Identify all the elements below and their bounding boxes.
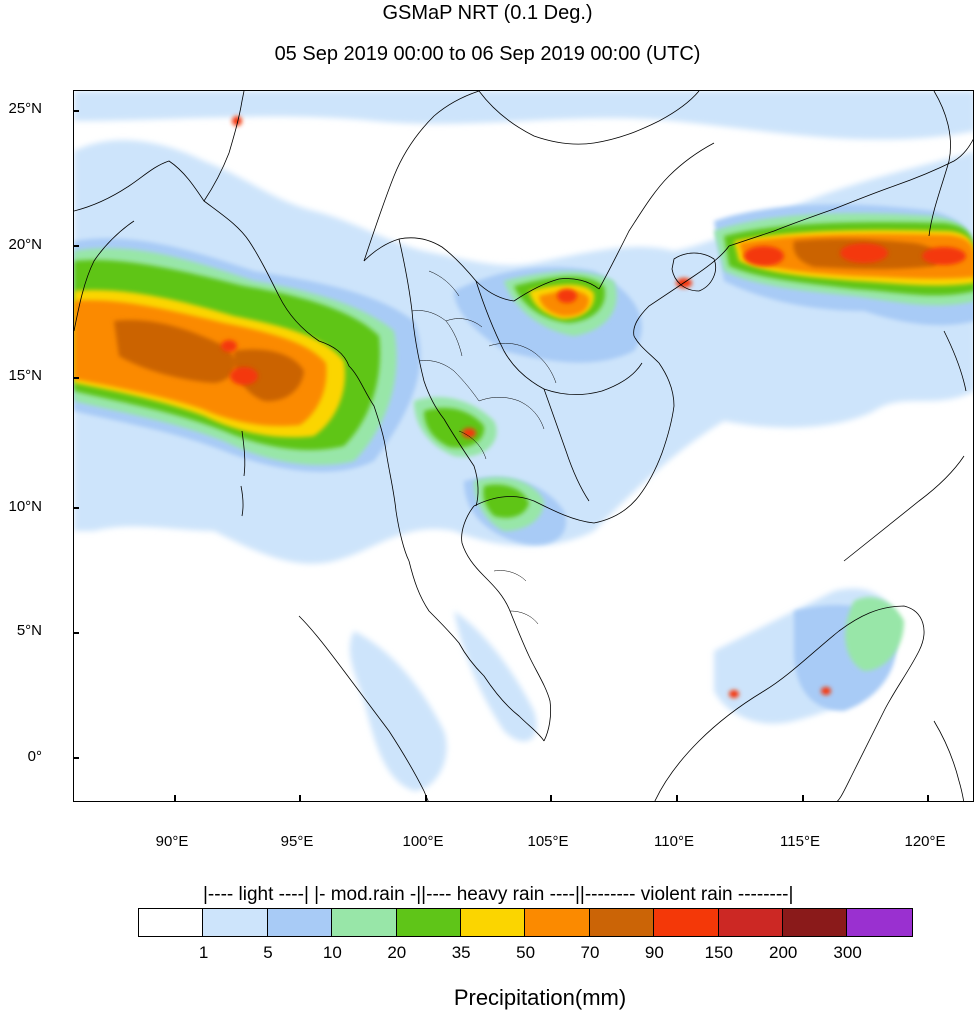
legend-bin-label: 200 [769, 943, 798, 962]
lon-tick-mark [676, 795, 678, 801]
legend-bin-label: 10 [322, 943, 342, 962]
legend-bin-label: 70 [580, 943, 600, 962]
map-title: GSMaP NRT (0.1 Deg.) [382, 2, 593, 24]
lon-tick-label: 110°E [654, 833, 694, 850]
legend-bin-label: 20 [387, 943, 407, 962]
legend-unit-label: Precipitation(mm) [453, 985, 627, 1010]
lat-tick-label: 15°N [8, 367, 42, 384]
lon-tick-mark [927, 795, 929, 801]
legend-bin-label: 50 [516, 943, 536, 962]
legend-color-box [525, 909, 590, 936]
legend-color-box [460, 909, 526, 936]
legend-bin-label: 5 [263, 943, 273, 962]
rain-90-150-layer [221, 116, 966, 698]
coastlines-borders [74, 91, 973, 801]
legend-bin-label: 35 [451, 943, 471, 962]
legend-color-box [654, 909, 719, 936]
precipitation-map [73, 90, 974, 802]
legend-color-box [267, 909, 333, 936]
lat-tick-mark [73, 632, 79, 634]
legend-bin-label: 90 [644, 943, 664, 962]
lon-tick-mark [425, 795, 427, 801]
lon-tick-label: 115°E [780, 833, 820, 850]
legend-bin-label: 300 [833, 943, 862, 962]
province-borders [411, 270, 557, 625]
legend-colorbar [138, 908, 913, 937]
legend-category-line: |---- light ----| |- mod.rain -||---- he… [203, 884, 794, 905]
lat-tick-label: 10°N [8, 498, 42, 515]
legend-color-box [396, 909, 461, 936]
lon-tick-mark [550, 795, 552, 801]
lat-tick-label: 20°N [8, 236, 42, 253]
legend-color-box [203, 909, 268, 936]
lon-tick-label: 100°E [402, 833, 444, 850]
lon-tick-label: 90°E [155, 833, 189, 850]
lon-tick-label: 95°E [280, 833, 314, 850]
lon-tick-mark [802, 795, 804, 801]
lat-tick-mark [73, 110, 79, 112]
legend-color-box [847, 909, 912, 936]
lat-tick-mark [73, 507, 79, 509]
lon-tick-label: 120°E [904, 833, 946, 850]
lat-tick-mark [73, 377, 79, 379]
legend-bin-label: 150 [704, 943, 733, 962]
lat-tick-label: 25°N [8, 100, 42, 117]
legend-color-box [718, 909, 783, 936]
legend-color-box [139, 909, 204, 936]
lon-tick-mark [174, 795, 176, 801]
lat-tick-label: 5°N [16, 622, 42, 639]
precipitation-map-svg [74, 91, 973, 801]
lon-tick-mark [299, 795, 301, 801]
legend-bin-label: 1 [198, 943, 209, 962]
lat-tick-mark [73, 757, 79, 759]
legend-color-box [332, 909, 397, 936]
map-subtitle: 05 Sep 2019 00:00 to 06 Sep 2019 00:00 (… [274, 43, 701, 65]
legend-color-box [782, 909, 848, 936]
lat-tick-mark [73, 245, 79, 247]
legend-color-box [589, 909, 655, 936]
lon-tick-label: 105°E [527, 833, 569, 850]
lat-tick-label: 0° [27, 748, 42, 765]
